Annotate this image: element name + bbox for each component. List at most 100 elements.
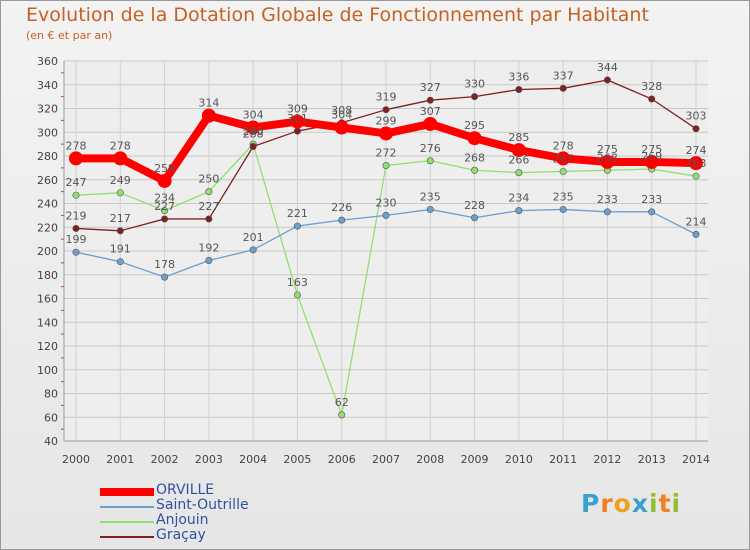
data-point [426,96,434,104]
data-label: 303 [686,110,707,123]
data-label: 192 [198,242,219,255]
data-label: 234 [508,192,529,205]
chart-title: Evolution de la Dotation Globale de Fonc… [26,4,649,26]
data-point [471,166,479,174]
y-tick-label: 300 [37,126,58,139]
data-point [382,106,390,114]
chart-subtitle: (en € et par an) [26,29,113,42]
data-label: 233 [597,193,618,206]
data-label: 285 [508,131,529,144]
x-tick-label: 2005 [283,453,311,466]
proxiti-logo: Proxiti [581,489,681,518]
data-point [382,211,390,219]
y-tick-label: 340 [37,79,58,92]
data-label: 288 [243,128,264,141]
legend-swatch [100,506,154,508]
data-label: 233 [641,193,662,206]
data-label: 274 [686,144,707,157]
data-label: 259 [154,162,175,175]
data-label: 226 [331,201,352,214]
data-label: 290 [243,125,264,138]
data-label: 228 [464,199,485,212]
data-point [116,258,124,266]
y-tick-label: 140 [37,316,58,329]
data-label: 250 [198,173,219,186]
data-label: 268 [464,151,485,164]
data-label: 304 [331,109,352,122]
data-point [382,162,390,170]
data-label: 276 [420,142,441,155]
y-tick-label: 260 [37,174,58,187]
data-point [116,189,124,197]
data-point [648,95,656,103]
logo-letter: i [649,489,659,518]
data-point [334,120,349,135]
data-label: 301 [287,112,308,125]
legend-label: Anjouin [156,512,209,528]
data-point [338,216,346,224]
data-label: 247 [66,176,87,189]
logo-letter: i [671,489,682,518]
data-point [644,154,659,169]
data-point [161,207,169,215]
data-point [603,208,611,216]
data-label: 268 [597,151,618,164]
data-point [246,120,261,135]
data-point [116,227,124,235]
data-point [559,167,567,175]
x-tick-label: 2014 [682,453,710,466]
data-point [515,207,523,215]
data-point [556,151,571,166]
data-point [692,230,700,238]
x-tick-label: 2011 [549,453,577,466]
data-label: 199 [66,233,87,246]
x-tick-label: 2010 [505,453,533,466]
x-tick-label: 2003 [195,453,223,466]
x-tick-label: 2007 [372,453,400,466]
data-label: 227 [154,200,175,213]
data-point [471,93,479,101]
data-point [692,125,700,133]
y-tick-label: 220 [37,221,58,234]
logo-letter: P [581,489,601,518]
data-point [426,157,434,165]
data-point [426,205,434,213]
y-tick-label: 240 [37,198,58,211]
data-point [72,191,80,199]
legend-label: Saint-Outrille [156,497,249,513]
data-point [511,143,526,158]
x-tick-label: 2008 [416,453,444,466]
data-point [379,126,393,141]
data-point [467,131,482,146]
data-label: 278 [553,139,574,152]
x-tick-label: 2004 [239,453,267,466]
data-label: 309 [287,103,308,116]
y-tick-label: 280 [37,150,58,163]
data-label: 249 [110,174,131,187]
legend-label: ORVILLE [156,482,215,498]
x-tick-label: 2000 [62,453,90,466]
data-label: 191 [110,243,131,256]
data-point [205,256,213,264]
y-tick-label: 120 [37,340,58,353]
x-tick-label: 2001 [106,453,134,466]
data-label: 178 [154,258,175,271]
data-label: 314 [198,97,219,110]
data-label: 267 [553,152,574,165]
data-point [249,246,257,254]
data-label: 269 [641,150,662,163]
data-label: 272 [376,147,397,160]
data-label: 201 [243,231,264,244]
y-tick-label: 80 [44,388,58,401]
data-label: 275 [641,143,662,156]
data-point [293,222,301,230]
data-label: 308 [331,104,352,117]
data-point [689,156,703,171]
data-point [293,127,301,135]
data-point [603,76,611,84]
data-label: 266 [508,154,529,167]
data-label: 62 [335,396,349,409]
data-point [113,151,128,166]
data-point [692,172,700,180]
